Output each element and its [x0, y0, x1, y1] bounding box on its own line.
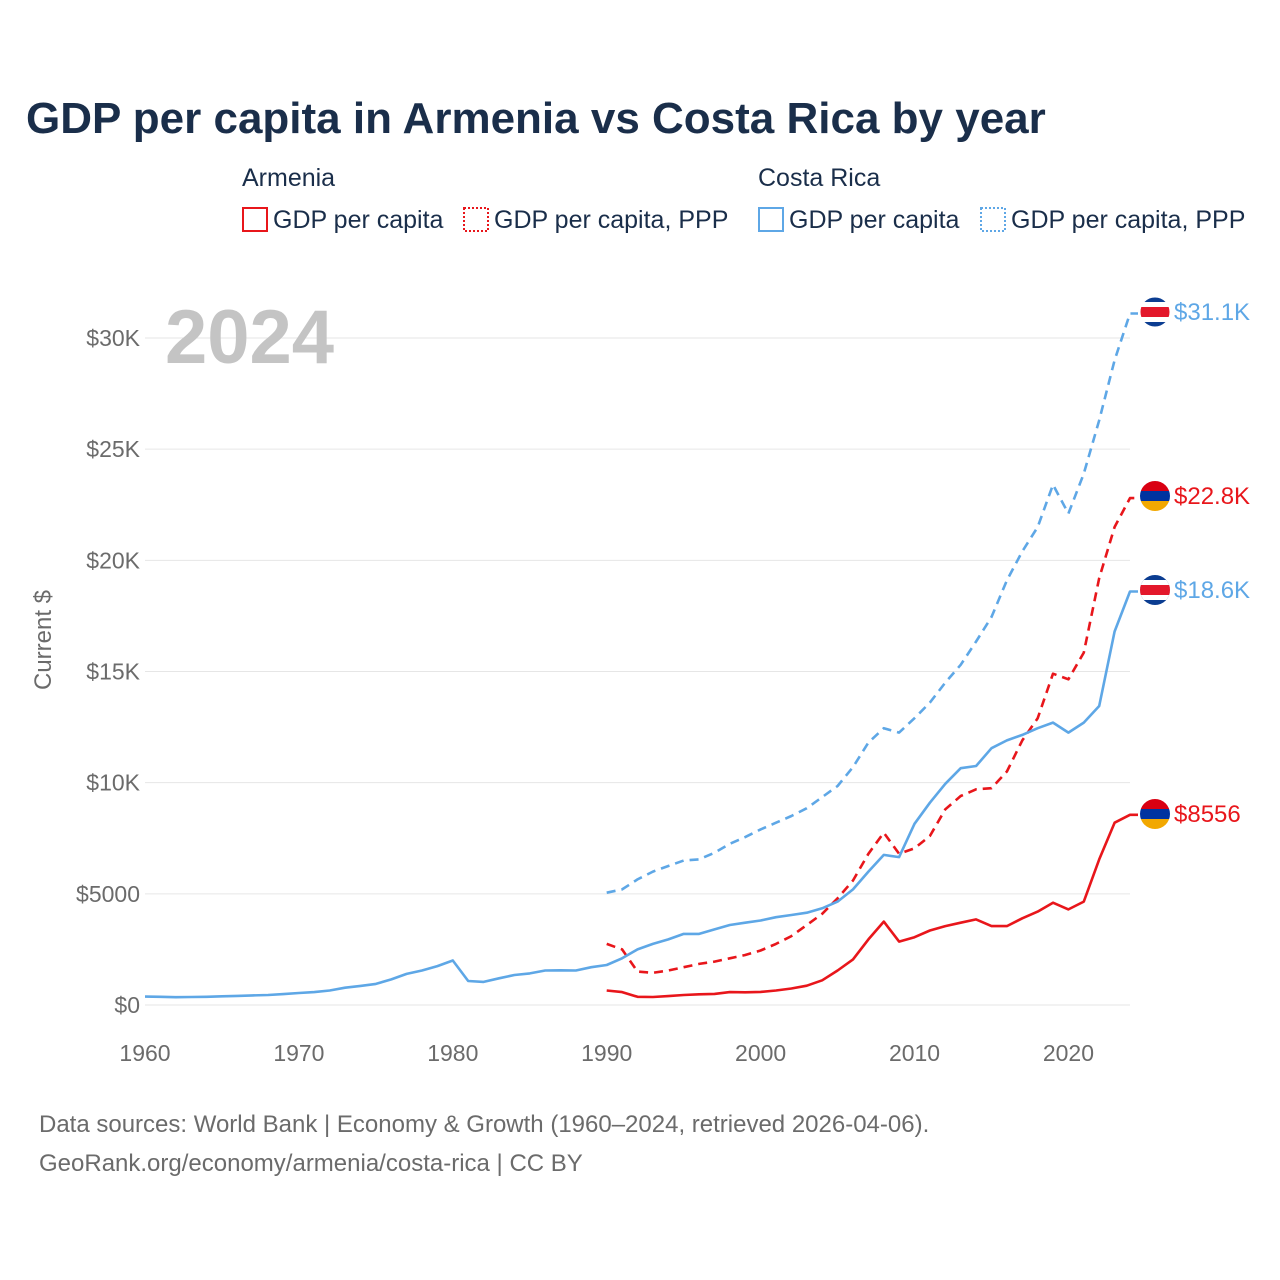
x-tick-label: 1980 — [427, 1040, 478, 1066]
y-tick-label: $5000 — [76, 881, 140, 907]
x-tick-label: 1970 — [273, 1040, 324, 1066]
legend-swatch-armenia-gdp — [242, 207, 268, 232]
y-tick-label: $15K — [86, 659, 140, 685]
end-label-costa-rica-ppp: $31.1K — [1174, 299, 1250, 326]
y-tick-label: $0 — [114, 992, 140, 1018]
end-label-armenia-gdp: $8556 — [1174, 801, 1241, 828]
end-marker-costa-rica-gdp: $18.6K — [1140, 575, 1250, 605]
year-display: 2024 — [165, 295, 334, 380]
legend: Armenia GDP per capita GDP per capita, P… — [242, 164, 1245, 234]
y-axis-ticks: $0 $5000 $10K $15K $20K $25K $30K — [76, 325, 141, 1018]
x-tick-label: 1960 — [119, 1040, 170, 1066]
legend-label-armenia-gdp: GDP per capita — [273, 206, 444, 234]
end-marker-costa-rica-ppp: $31.1K — [1139, 296, 1250, 328]
x-tick-label: 2000 — [735, 1040, 786, 1066]
y-axis-label: Current $ — [30, 590, 57, 690]
series-lines — [144, 312, 1138, 999]
x-tick-label: 2010 — [889, 1040, 940, 1066]
series-line-costa-rica-gdp-per-capita — [144, 590, 1138, 999]
series-line-costa-rica-gdp-per-capita-ppp — [606, 312, 1138, 894]
armenia-flag-icon — [1140, 481, 1170, 511]
x-axis-ticks: 1960 1970 1980 1990 2000 2010 2020 — [119, 1040, 1094, 1066]
costa-rica-flag-icon — [1140, 297, 1170, 327]
armenia-flag-icon — [1140, 799, 1170, 829]
legend-swatch-armenia-ppp — [463, 207, 489, 232]
legend-swatch-costa-rica-gdp — [758, 207, 784, 232]
end-marker-armenia-ppp: $22.8K — [1140, 481, 1250, 511]
legend-swatch-costa-rica-ppp — [980, 207, 1006, 232]
series-line-armenia-gdp-per-capita — [606, 813, 1138, 999]
y-tick-label: $30K — [86, 325, 140, 351]
chart-title: GDP per capita in Armenia vs Costa Rica … — [26, 94, 1046, 143]
x-tick-label: 2020 — [1043, 1040, 1094, 1066]
legend-label-costa-rica-ppp: GDP per capita, PPP — [1011, 206, 1245, 234]
y-tick-label: $25K — [86, 436, 140, 462]
end-marker-armenia-gdp: $8556 — [1140, 799, 1241, 829]
credit-text: GeoRank.org/economy/armenia/costa-rica |… — [39, 1150, 583, 1177]
y-tick-label: $20K — [86, 547, 140, 573]
x-tick-label: 1990 — [581, 1040, 632, 1066]
source-text: Data sources: World Bank | Economy & Gro… — [39, 1111, 929, 1138]
costa-rica-flag-icon — [1140, 575, 1170, 605]
legend-label-armenia-ppp: GDP per capita, PPP — [494, 206, 728, 234]
legend-label-costa-rica-gdp: GDP per capita — [789, 206, 960, 234]
end-label-costa-rica-gdp: $18.6K — [1174, 577, 1250, 604]
legend-group-armenia: Armenia — [242, 164, 335, 192]
grid-lines — [145, 337, 1130, 1006]
series-line-armenia-gdp-per-capita-ppp — [606, 496, 1138, 975]
end-label-armenia-ppp: $22.8K — [1174, 483, 1250, 510]
legend-group-costa-rica: Costa Rica — [758, 164, 880, 192]
y-tick-label: $10K — [86, 770, 140, 796]
